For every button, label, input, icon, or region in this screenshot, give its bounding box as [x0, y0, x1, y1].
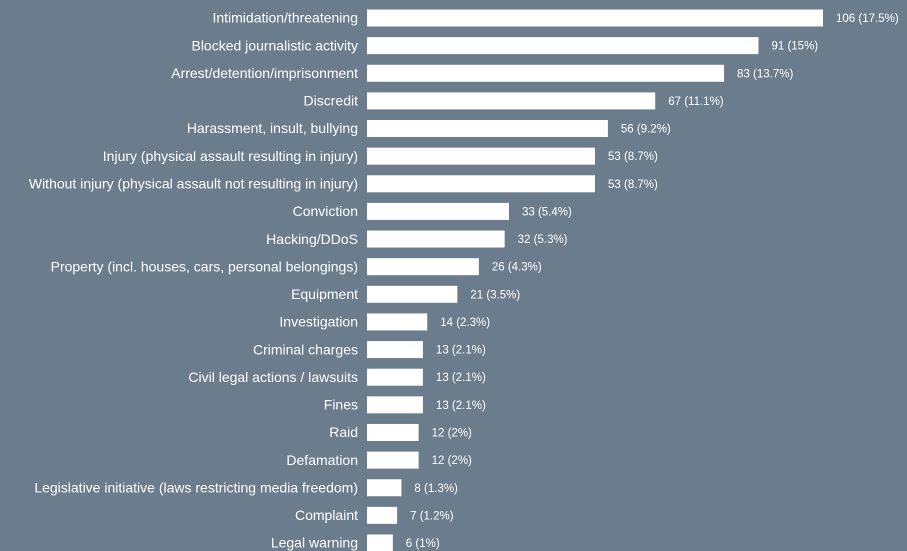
category-label: Intimidation/threatening [212, 10, 358, 26]
value-label: 67 (11.1%) [668, 96, 724, 108]
bar [367, 147, 595, 165]
bar [367, 285, 458, 303]
bar [367, 368, 423, 386]
bar [367, 230, 505, 248]
category-label: Civil legal actions / lawsuits [188, 369, 358, 385]
value-label: 6 (1%) [406, 538, 440, 550]
category-label: Injury (physical assault resulting in in… [103, 148, 358, 164]
bar [367, 120, 608, 138]
category-label: Fines [324, 397, 358, 413]
category-label: Legislative initiative (laws restricting… [34, 479, 358, 495]
category-label: Legal warning [271, 535, 358, 551]
bar [367, 451, 419, 469]
category-label: Without injury (physical assault not res… [29, 175, 358, 191]
bar [367, 313, 428, 331]
value-label: 13 (2.1%) [436, 400, 486, 412]
category-label: Criminal charges [253, 341, 358, 357]
bar [367, 423, 419, 441]
value-label: 106 (17.5%) [836, 13, 899, 25]
value-label: 13 (2.1%) [436, 345, 486, 357]
bar [367, 396, 423, 414]
value-label: 91 (15%) [771, 41, 818, 53]
bar [367, 175, 595, 193]
value-label: 7 (1.2%) [410, 510, 454, 522]
value-label: 14 (2.3%) [440, 317, 490, 329]
bar [367, 258, 479, 276]
bar [367, 534, 393, 551]
value-label: 83 (13.7%) [737, 68, 793, 80]
value-label: 53 (8.7%) [608, 179, 658, 191]
bar [367, 202, 509, 220]
bar [367, 37, 759, 55]
bar [367, 341, 423, 359]
category-label: Property (incl. houses, cars, personal b… [51, 258, 358, 274]
value-label: 26 (4.3%) [492, 262, 542, 274]
category-label: Investigation [279, 314, 358, 330]
category-label: Harassment, insult, bullying [187, 120, 358, 136]
category-label: Defamation [286, 452, 358, 468]
value-label: 32 (5.3%) [518, 234, 568, 246]
bar [367, 506, 398, 524]
value-label: 8 (1.3%) [414, 483, 458, 495]
bar [367, 92, 656, 110]
bar [367, 479, 402, 497]
category-label: Blocked journalistic activity [191, 37, 358, 53]
category-label: Complaint [295, 507, 358, 523]
value-label: 56 (9.2%) [621, 124, 671, 136]
value-label: 21 (3.5%) [470, 289, 520, 301]
value-label: 12 (2%) [432, 455, 472, 467]
value-label: 33 (5.4%) [522, 206, 572, 218]
category-label: Hacking/DDoS [266, 231, 358, 247]
category-label: Discredit [304, 93, 359, 109]
category-label: Equipment [291, 286, 358, 302]
bar [367, 9, 823, 27]
bar [367, 64, 725, 82]
value-label: 13 (2.1%) [436, 372, 486, 384]
value-label: 12 (2%) [432, 428, 472, 440]
category-label: Conviction [293, 203, 358, 219]
value-label: 53 (8.7%) [608, 151, 658, 163]
category-label: Raid [329, 424, 358, 440]
category-label: Arrest/detention/imprisonment [171, 65, 358, 81]
